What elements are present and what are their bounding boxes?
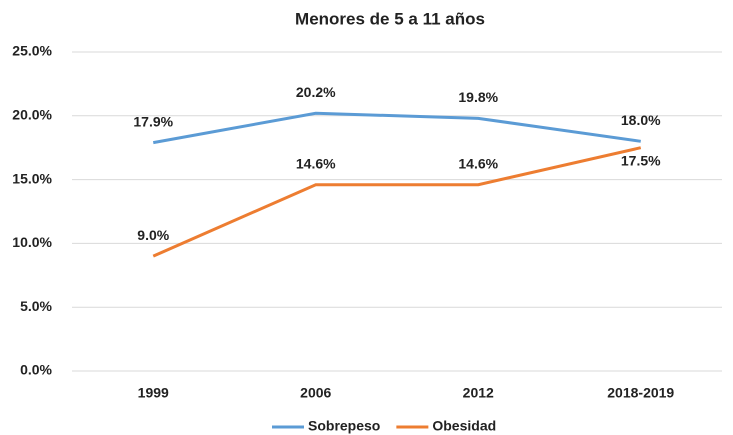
data-label: 20.2% — [296, 84, 336, 100]
x-tick-label: 2006 — [300, 385, 331, 401]
y-tick-label: 15.0% — [12, 170, 52, 186]
data-label: 17.5% — [621, 152, 661, 168]
y-tick-label: 10.0% — [12, 234, 52, 250]
x-tick-label: 2018-2019 — [607, 385, 674, 401]
y-tick-label: 0.0% — [20, 362, 52, 378]
y-tick-label: 5.0% — [20, 298, 52, 314]
data-label: 14.6% — [296, 155, 336, 171]
legend-label: Sobrepeso — [308, 418, 380, 434]
series-line — [152, 146, 642, 258]
data-label: 9.0% — [137, 227, 169, 243]
x-tick-label: 1999 — [138, 385, 169, 401]
series-line — [152, 111, 641, 145]
x-tick-label: 2012 — [463, 385, 494, 401]
y-tick-label: 20.0% — [12, 107, 52, 123]
data-label: 17.9% — [133, 113, 173, 129]
legend-label: Obesidad — [432, 418, 496, 434]
data-label: 18.0% — [621, 112, 661, 128]
data-label: 19.8% — [458, 89, 498, 105]
y-tick-label: 25.0% — [12, 43, 52, 59]
data-label: 14.6% — [458, 155, 498, 171]
chart-title: Menores de 5 a 11 años — [295, 9, 485, 28]
